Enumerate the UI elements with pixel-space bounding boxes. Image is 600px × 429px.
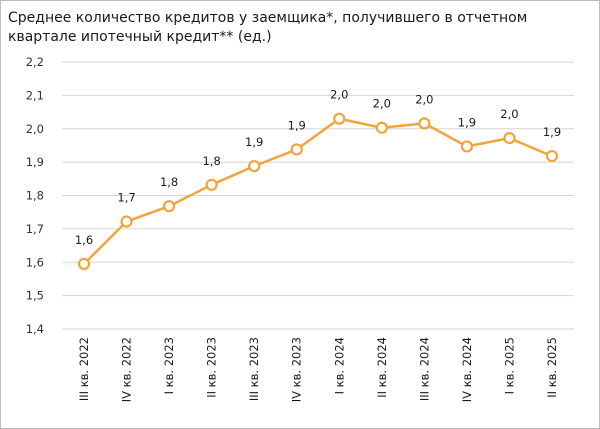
data-label: 2,0 xyxy=(500,107,518,121)
data-labels: 1,6 1,7 1,8 1,8 1,9 1,9 2,0 2,0 2,0 1,9 2,0 1,9 xyxy=(75,88,561,247)
x-tick-label: I кв. 2023 xyxy=(162,337,176,394)
grid-lines xyxy=(62,61,574,330)
data-label: 2,0 xyxy=(373,97,391,111)
data-point xyxy=(460,140,474,153)
y-tick-label: 1,7 xyxy=(26,222,44,236)
x-tick-label: IV кв. 2024 xyxy=(460,337,474,402)
series-line-group xyxy=(83,117,553,265)
x-tick-label: III кв. 2023 xyxy=(247,337,261,401)
x-tick-label: II кв. 2024 xyxy=(375,337,389,398)
data-label: 1,9 xyxy=(458,115,476,129)
y-tick-label: 1,8 xyxy=(26,189,44,203)
y-axis-tick-labels: 1,4 1,5 1,6 1,7 1,8 1,9 2,0 2,1 2,2 xyxy=(26,55,44,336)
data-point xyxy=(545,150,559,163)
y-tick-label: 1,9 xyxy=(26,155,44,169)
x-tick-label: IV кв. 2022 xyxy=(120,337,134,402)
chart-title: Среднее количество кредитов у заемщика*,… xyxy=(8,10,528,45)
x-tick-label: II кв. 2023 xyxy=(205,337,219,398)
x-tick-label: II кв. 2025 xyxy=(545,337,559,398)
data-label: 2,0 xyxy=(330,88,348,102)
data-points xyxy=(77,112,559,271)
y-tick-label: 1,4 xyxy=(26,322,44,336)
data-label: 1,9 xyxy=(543,125,561,139)
data-label: 1,8 xyxy=(160,175,178,189)
data-point xyxy=(503,131,516,145)
data-label: 1,7 xyxy=(117,191,135,205)
x-tick-label: IV кв. 2023 xyxy=(290,337,304,402)
data-point xyxy=(162,200,176,213)
data-point xyxy=(418,117,431,130)
data-point xyxy=(290,143,303,156)
x-tick-label: I кв. 2025 xyxy=(502,337,516,394)
y-tick-label: 1,6 xyxy=(26,255,44,269)
y-tick-label: 2,2 xyxy=(26,55,44,69)
data-point xyxy=(205,178,218,191)
data-point xyxy=(375,121,388,134)
y-tick-label: 2,1 xyxy=(26,88,44,102)
x-tick-label: I кв. 2024 xyxy=(332,337,346,394)
data-point xyxy=(120,215,133,228)
data-point xyxy=(248,160,261,173)
data-label: 1,8 xyxy=(202,154,220,168)
data-point xyxy=(77,257,91,271)
x-tick-label: III кв. 2022 xyxy=(77,337,91,401)
x-axis-tick-labels: III кв. 2022 IV кв. 2022 I кв. 2023 II кв. … xyxy=(77,337,559,402)
y-tick-label: 1,5 xyxy=(26,289,44,303)
data-label: 1,9 xyxy=(288,118,306,132)
series-line xyxy=(83,117,553,265)
x-tick-label: III кв. 2024 xyxy=(417,337,431,401)
data-label: 1,6 xyxy=(75,233,93,247)
y-tick-label: 2,0 xyxy=(26,122,44,136)
data-label: 2,0 xyxy=(415,92,433,106)
data-label: 1,9 xyxy=(245,135,263,149)
data-point xyxy=(333,112,346,125)
